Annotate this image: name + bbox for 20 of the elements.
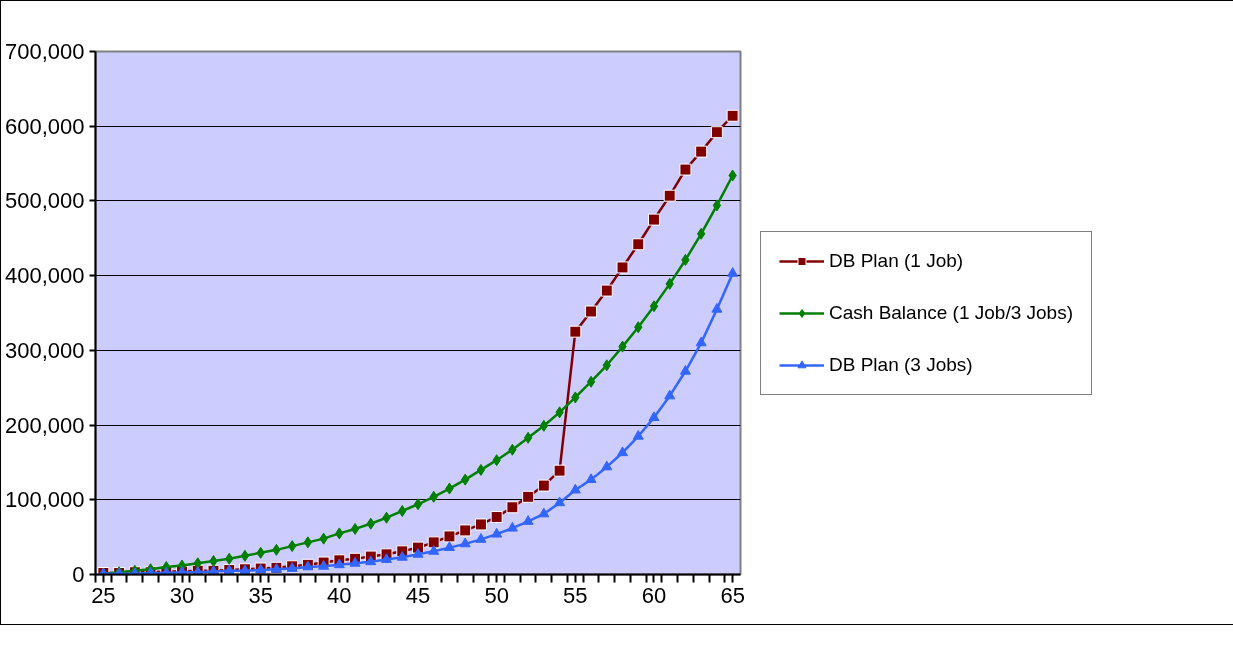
- x-tick-label: 50: [484, 582, 509, 608]
- y-tick-label: 100,000: [4, 487, 85, 513]
- x-tick-label: 60: [641, 582, 667, 608]
- y-tick-label: 600,000: [4, 113, 85, 139]
- y-tick-label: 700,000: [4, 39, 85, 64]
- x-tick-label: 65: [720, 582, 745, 608]
- x-tick-label: 45: [405, 582, 431, 608]
- x-tick-label: 55: [563, 582, 588, 608]
- y-tick-label: 400,000: [4, 263, 85, 289]
- y-tick-label: 200,000: [4, 412, 85, 438]
- x-tick-label: 35: [248, 582, 273, 608]
- legend-label: DB Plan (1 Job): [829, 249, 964, 272]
- x-tick-label: 40: [327, 582, 352, 608]
- y-tick-label: 0: [72, 562, 85, 587]
- legend-label: DB Plan (3 Jobs): [829, 353, 973, 376]
- legend-label: Cash Balance (1 Job/3 Jobs): [829, 301, 1073, 324]
- y-tick-label: 500,000: [4, 188, 85, 214]
- x-tick-label: 25: [91, 582, 116, 608]
- x-tick-label: 30: [169, 582, 195, 608]
- y-tick-label: 300,000: [4, 337, 85, 363]
